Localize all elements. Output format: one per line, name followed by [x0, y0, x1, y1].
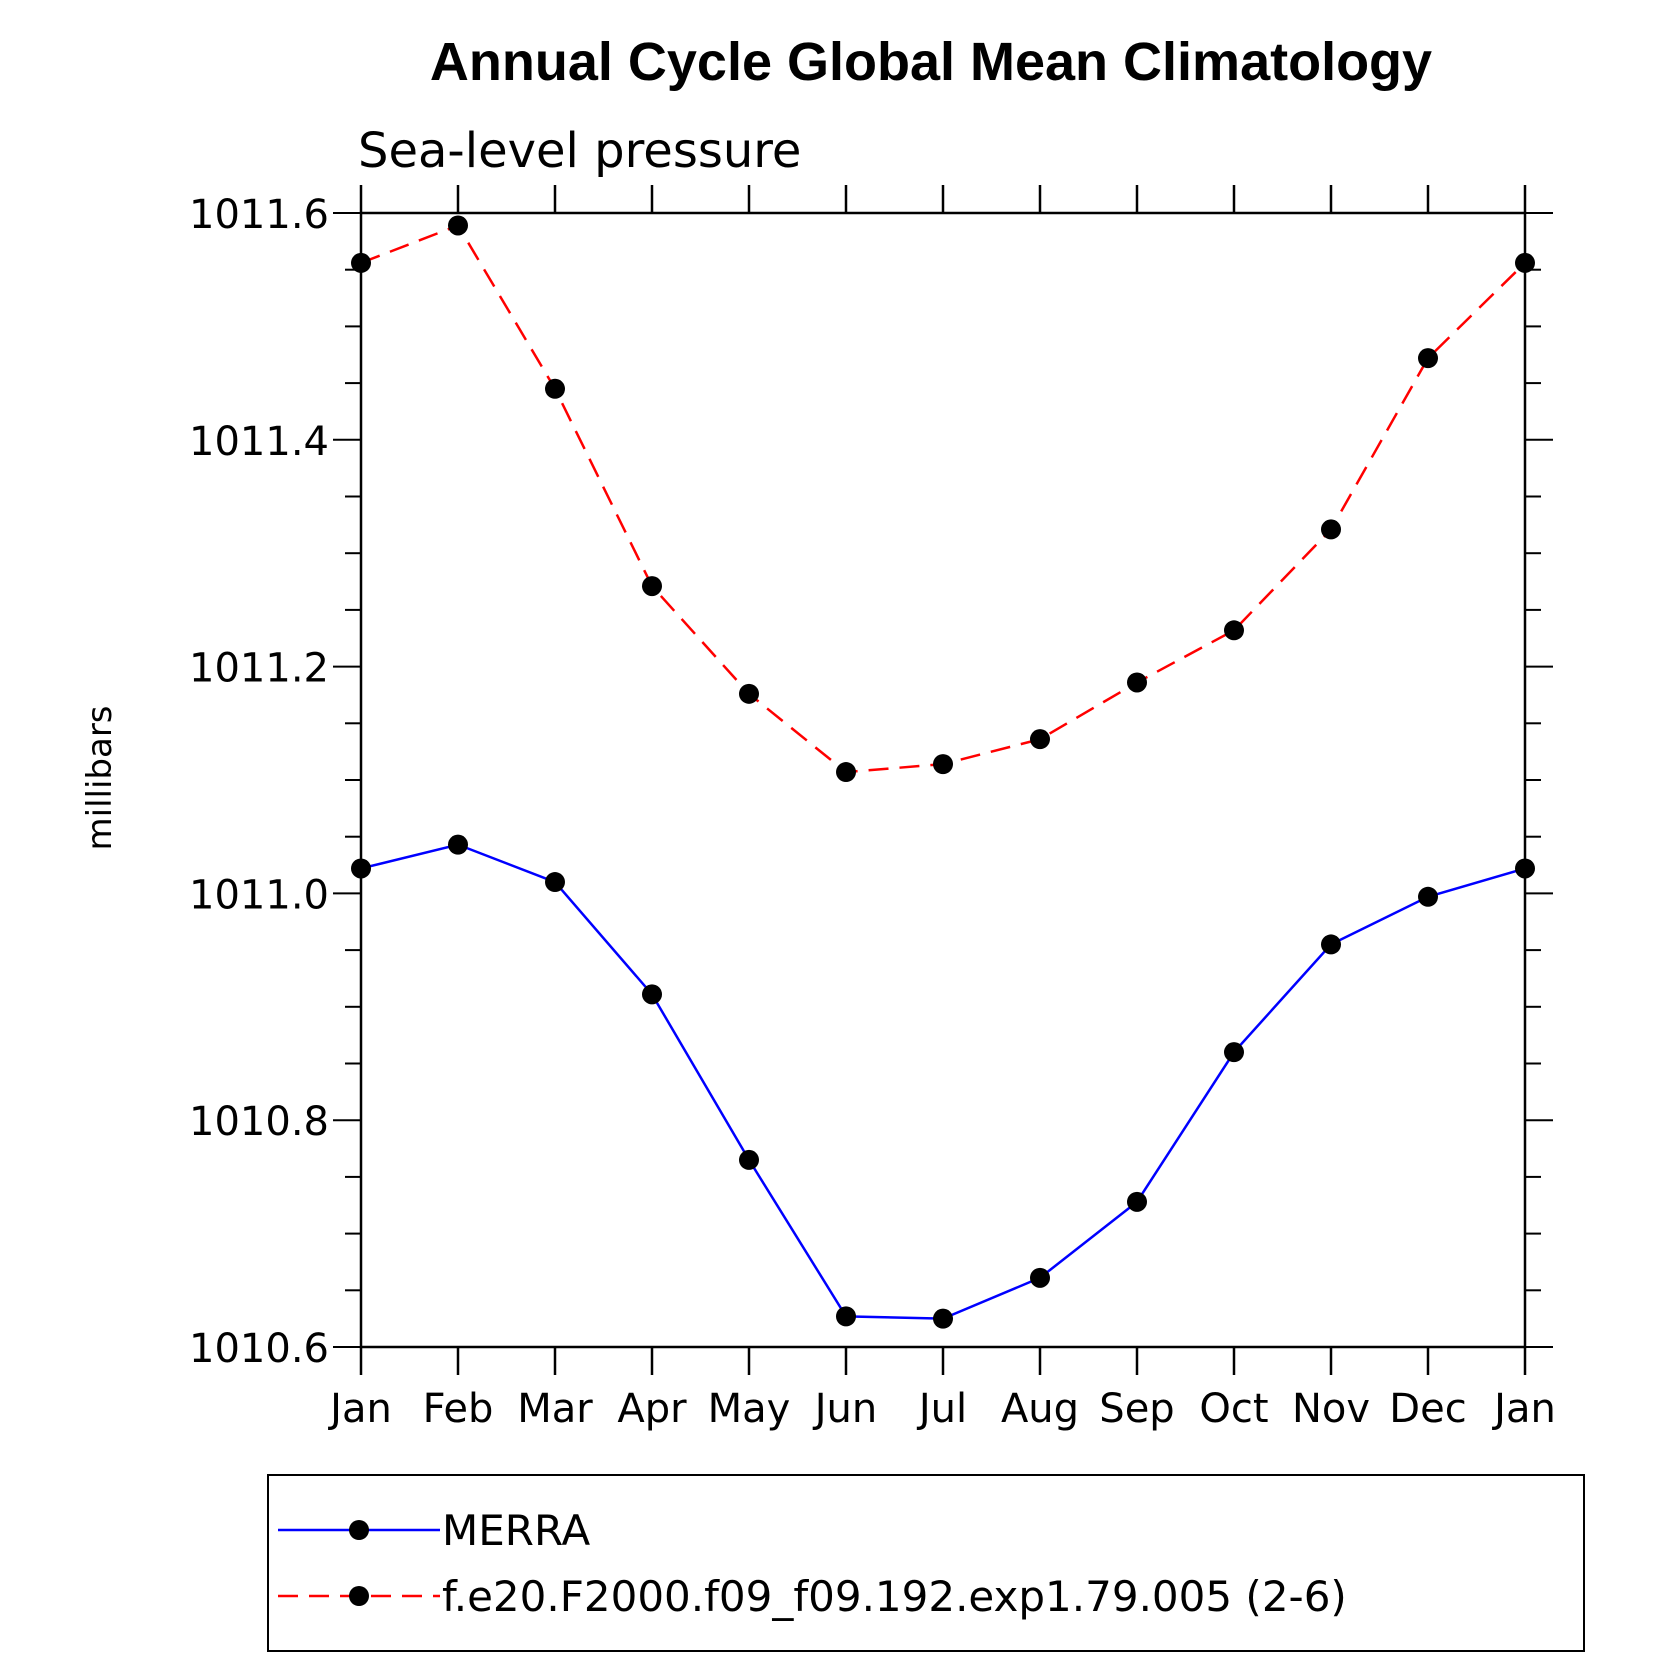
- x-tick-label: Jun: [812, 1386, 878, 1432]
- y-tick-label: 1011.2: [189, 646, 329, 692]
- data-point-marker: [1515, 252, 1535, 273]
- data-point-marker: [1321, 519, 1341, 540]
- data-point-marker: [739, 683, 759, 704]
- data-point-marker: [448, 215, 468, 236]
- legend-label-1: MERRA: [442, 1506, 590, 1555]
- data-point-marker: [933, 754, 953, 775]
- x-tick-label: Dec: [1389, 1386, 1466, 1432]
- x-tick-label: Mar: [517, 1386, 593, 1432]
- data-point-marker: [1224, 620, 1244, 641]
- data-point-marker: [1127, 1191, 1147, 1212]
- data-point-marker: [1127, 672, 1147, 693]
- data-point-marker: [545, 378, 565, 399]
- plot-frame: [359, 211, 1527, 1349]
- x-tick-label: Aug: [1001, 1386, 1079, 1432]
- y-tick-label: 1010.6: [189, 1326, 329, 1372]
- x-tick-label: Sep: [1099, 1386, 1174, 1432]
- y-tick-label: 1010.8: [189, 1099, 329, 1145]
- data-point-marker: [351, 252, 371, 273]
- data-point-marker: [739, 1149, 759, 1170]
- x-tick-label: Nov: [1292, 1386, 1370, 1432]
- series-markers: [351, 215, 1535, 1329]
- data-point-marker: [545, 872, 565, 893]
- chart-title: Annual Cycle Global Mean Climatology: [430, 32, 1432, 92]
- x-tick-label: Oct: [1199, 1386, 1268, 1432]
- legend-label-2: f.e20.F2000.f09_f09.192.exp1.79.005 (2-6…: [442, 1572, 1347, 1621]
- data-point-marker: [448, 834, 468, 855]
- data-point-marker: [1224, 1042, 1244, 1063]
- data-point-marker: [1515, 858, 1535, 879]
- x-tick-label: Jan: [327, 1386, 392, 1432]
- data-point-marker: [1418, 886, 1438, 907]
- data-point-marker: [933, 1308, 953, 1329]
- data-point-marker: [642, 576, 662, 597]
- legend-marker-2: [349, 1586, 369, 1606]
- data-point-marker: [1321, 934, 1341, 955]
- series-line-2: [360, 223, 1526, 774]
- data-point-marker: [642, 984, 662, 1005]
- legend-box: [267, 1474, 1585, 1652]
- data-point-marker: [1030, 1267, 1050, 1288]
- data-point-marker: [836, 762, 856, 783]
- legend-marker-1: [349, 1520, 369, 1540]
- legend: MERRA f.e20.F2000.f09_f09.192.exp1.79.005…: [267, 1474, 1585, 1652]
- y-axis-label: millibars: [80, 705, 120, 850]
- plot-border: [359, 211, 1527, 1349]
- x-tick-label: Apr: [617, 1386, 687, 1432]
- data-point-marker: [1030, 729, 1050, 750]
- data-point-marker: [351, 858, 371, 879]
- x-tick-label: May: [708, 1386, 791, 1432]
- series-line-1: [360, 843, 1526, 1320]
- y-tick-label: 1011.6: [189, 192, 329, 238]
- x-axis-tick-labels: Jan Feb Mar Apr May Jun Jul Aug Sep Oct Nov Dec Jan: [327, 1386, 1556, 1432]
- legend-entries: MERRA f.e20.F2000.f09_f09.192.exp1.79.005…: [278, 1506, 1347, 1621]
- x-tick-label: Jul: [916, 1386, 967, 1432]
- chart-subtitle: Sea-level pressure: [358, 123, 801, 179]
- data-point-marker: [1418, 348, 1438, 369]
- x-axis-ticks: [359, 185, 1527, 1375]
- y-tick-label: 1011.0: [189, 872, 329, 918]
- y-axis-tick-labels: 1010.6 1010.8 1011.0 1011.2 1011.4 1011.6: [189, 192, 329, 1372]
- x-tick-label: Feb: [423, 1386, 494, 1432]
- y-axis-ticks: [333, 212, 1553, 1348]
- data-point-marker: [836, 1306, 856, 1327]
- y-tick-label: 1011.4: [189, 419, 329, 465]
- x-tick-label: Jan: [1491, 1386, 1556, 1432]
